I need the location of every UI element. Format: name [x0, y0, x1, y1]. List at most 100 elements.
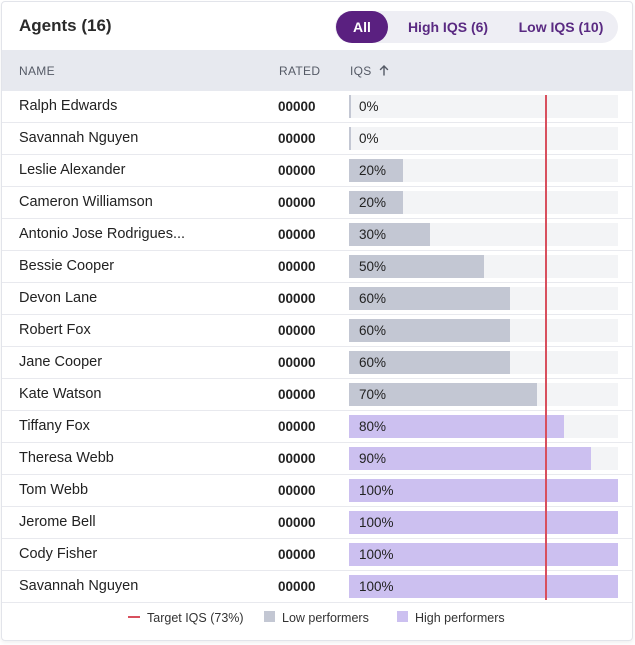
rated-count: 00000 [278, 483, 316, 498]
iqs-value: 100% [359, 547, 394, 562]
agent-name: Tom Webb [19, 482, 89, 498]
agent-name: Tiffany Fox [19, 418, 90, 434]
iqs-bar [349, 159, 403, 182]
iqs-bar [349, 543, 618, 566]
rated-count: 00000 [278, 227, 316, 242]
iqs-value: 20% [359, 163, 387, 178]
iqs-bar-track: 60% [349, 287, 618, 310]
column-name-header[interactable]: NAME [19, 64, 55, 78]
table-row[interactable]: Theresa Webb 00000 90% [2, 443, 632, 475]
legend-low-label: Low performers [282, 611, 369, 625]
filter-all-button[interactable]: All [336, 11, 388, 43]
high-performers-swatch [397, 611, 408, 622]
agent-name: Leslie Alexander [19, 162, 126, 178]
agent-name: Bessie Cooper [19, 258, 115, 274]
iqs-bar-track: 100% [349, 575, 618, 598]
iqs-value: 100% [359, 579, 394, 594]
table-row[interactable]: Savannah Nguyen 00000 100% [2, 571, 632, 603]
target-iqs-line [545, 95, 547, 600]
rated-count: 00000 [278, 515, 316, 530]
iqs-bar-track: 70% [349, 383, 618, 406]
table-row[interactable]: Cameron Williamson 00000 20% [2, 187, 632, 219]
agent-name: Cody Fisher [19, 546, 98, 562]
iqs-bar [349, 127, 351, 150]
table-row[interactable]: Jane Cooper 00000 60% [2, 347, 632, 379]
iqs-bar [349, 191, 403, 214]
agent-name: Ralph Edwards [19, 98, 118, 114]
iqs-bar-track: 20% [349, 159, 618, 182]
iqs-bar-track: 0% [349, 95, 618, 118]
agent-name: Savannah Nguyen [19, 578, 139, 594]
table-row[interactable]: Tiffany Fox 00000 80% [2, 411, 632, 443]
iqs-bar-track: 60% [349, 351, 618, 374]
column-iqs-label: IQS [350, 64, 372, 78]
iqs-bar-track: 50% [349, 255, 618, 278]
iqs-bar [349, 287, 510, 310]
agent-name: Cameron Williamson [19, 194, 153, 210]
iqs-bar [349, 447, 591, 470]
filter-low-iqs-button[interactable]: Low IQS (10) [518, 19, 604, 35]
rated-count: 00000 [278, 195, 316, 210]
agents-table-body: Ralph Edwards 00000 0% Savannah Nguyen 00000… [2, 91, 632, 603]
iqs-value: 60% [359, 323, 387, 338]
agent-name: Jerome Bell [19, 514, 96, 530]
iqs-bar-track: 60% [349, 319, 618, 342]
table-row[interactable]: Bessie Cooper 00000 50% [2, 251, 632, 283]
table-row[interactable]: Cody Fisher 00000 100% [2, 539, 632, 571]
iqs-bar [349, 479, 618, 502]
iqs-bar [349, 351, 510, 374]
table-row[interactable]: Devon Lane 00000 60% [2, 283, 632, 315]
rated-count: 00000 [278, 579, 316, 594]
column-iqs-header[interactable]: IQS [350, 64, 389, 78]
column-rated-header[interactable]: RATED [279, 64, 321, 78]
rated-count: 00000 [278, 355, 316, 370]
table-row[interactable]: Savannah Nguyen 00000 0% [2, 123, 632, 155]
iqs-value: 20% [359, 195, 387, 210]
iqs-value: 100% [359, 483, 394, 498]
iqs-value: 90% [359, 451, 387, 466]
iqs-bar-track: 80% [349, 415, 618, 438]
table-row[interactable]: Antonio Jose Rodrigues... 00000 30% [2, 219, 632, 251]
rated-count: 00000 [278, 451, 316, 466]
rated-count: 00000 [278, 547, 316, 562]
rated-count: 00000 [278, 131, 316, 146]
legend-target-label: Target IQS (73%) [147, 611, 244, 625]
table-row[interactable]: Ralph Edwards 00000 0% [2, 91, 632, 123]
iqs-bar [349, 319, 510, 342]
agent-name: Kate Watson [19, 386, 102, 402]
rated-count: 00000 [278, 323, 316, 338]
iqs-bar-track: 30% [349, 223, 618, 246]
card-title: Agents (16) [19, 16, 112, 35]
table-row[interactable]: Leslie Alexander 00000 20% [2, 155, 632, 187]
filter-high-iqs-button[interactable]: High IQS (6) [407, 19, 489, 35]
table-row[interactable]: Kate Watson 00000 70% [2, 379, 632, 411]
iqs-bar [349, 95, 351, 118]
agent-name: Savannah Nguyen [19, 130, 139, 146]
iqs-value: 100% [359, 515, 394, 530]
table-row[interactable]: Robert Fox 00000 60% [2, 315, 632, 347]
iqs-bar-track: 0% [349, 127, 618, 150]
iqs-value: 30% [359, 227, 387, 242]
table-row[interactable]: Jerome Bell 00000 100% [2, 507, 632, 539]
iqs-bar-track: 100% [349, 479, 618, 502]
low-performers-swatch [264, 611, 275, 622]
card-header: Agents (16) All High IQS (6) Low IQS (10… [2, 2, 632, 50]
iqs-value: 0% [359, 99, 379, 114]
agent-name: Antonio Jose Rodrigues... [19, 226, 186, 242]
rated-count: 00000 [278, 387, 316, 402]
iqs-bar-track: 100% [349, 543, 618, 566]
rated-count: 00000 [278, 259, 316, 274]
iqs-bar-track: 100% [349, 511, 618, 534]
target-line-swatch [128, 616, 140, 618]
iqs-bar [349, 575, 618, 598]
agent-name: Robert Fox [19, 322, 91, 338]
rated-count: 00000 [278, 99, 316, 114]
iqs-filter-toggle: All High IQS (6) Low IQS (10) [335, 11, 618, 43]
iqs-bar [349, 415, 564, 438]
iqs-value: 80% [359, 419, 387, 434]
table-row[interactable]: Tom Webb 00000 100% [2, 475, 632, 507]
table-header: NAME RATED IQS [2, 50, 632, 91]
rated-count: 00000 [278, 291, 316, 306]
agent-name: Jane Cooper [19, 354, 103, 370]
